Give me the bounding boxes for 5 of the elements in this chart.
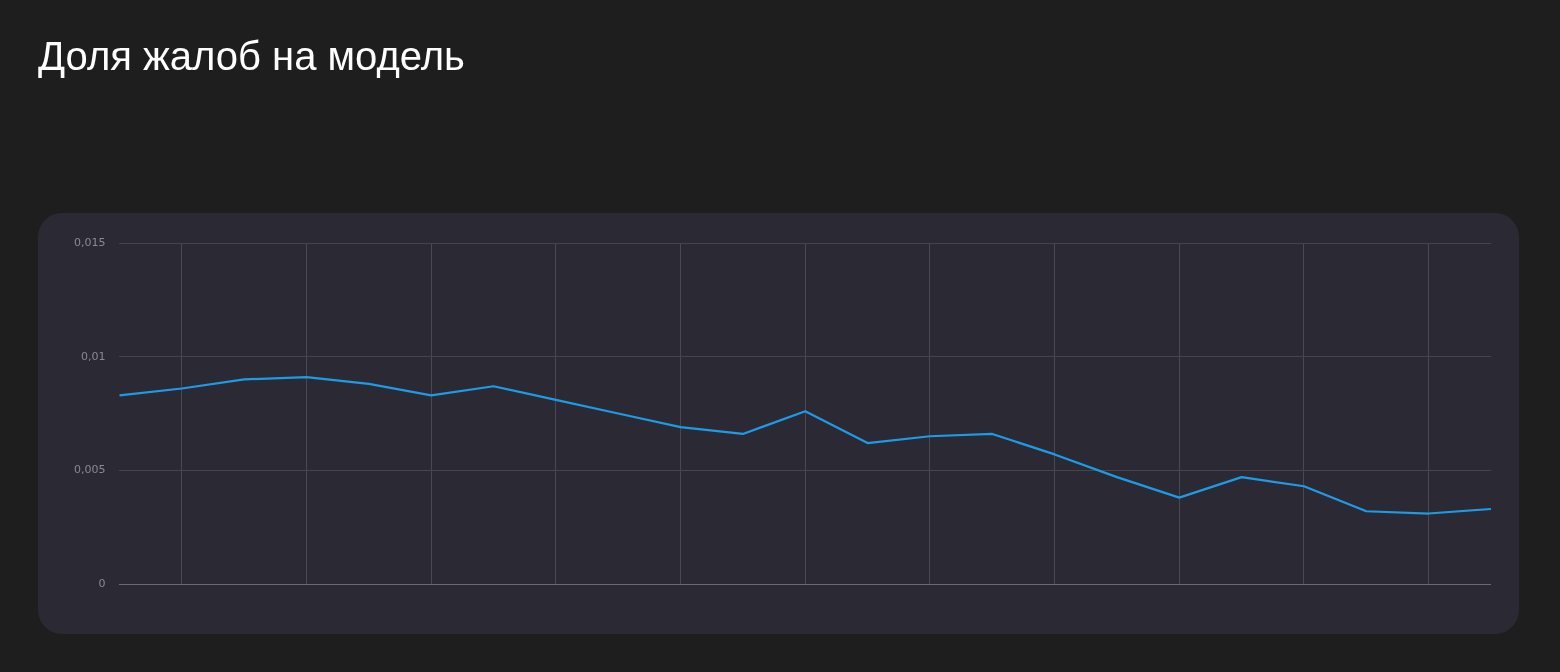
y-tick-label: 0,015 bbox=[73, 235, 106, 249]
y-tick-label: 0 bbox=[98, 576, 106, 590]
y-tick-label: 0,01 bbox=[80, 349, 106, 363]
y-tick-label: 0,005 bbox=[73, 463, 106, 477]
chart-title: Доля жалоб на модель bbox=[38, 34, 465, 79]
